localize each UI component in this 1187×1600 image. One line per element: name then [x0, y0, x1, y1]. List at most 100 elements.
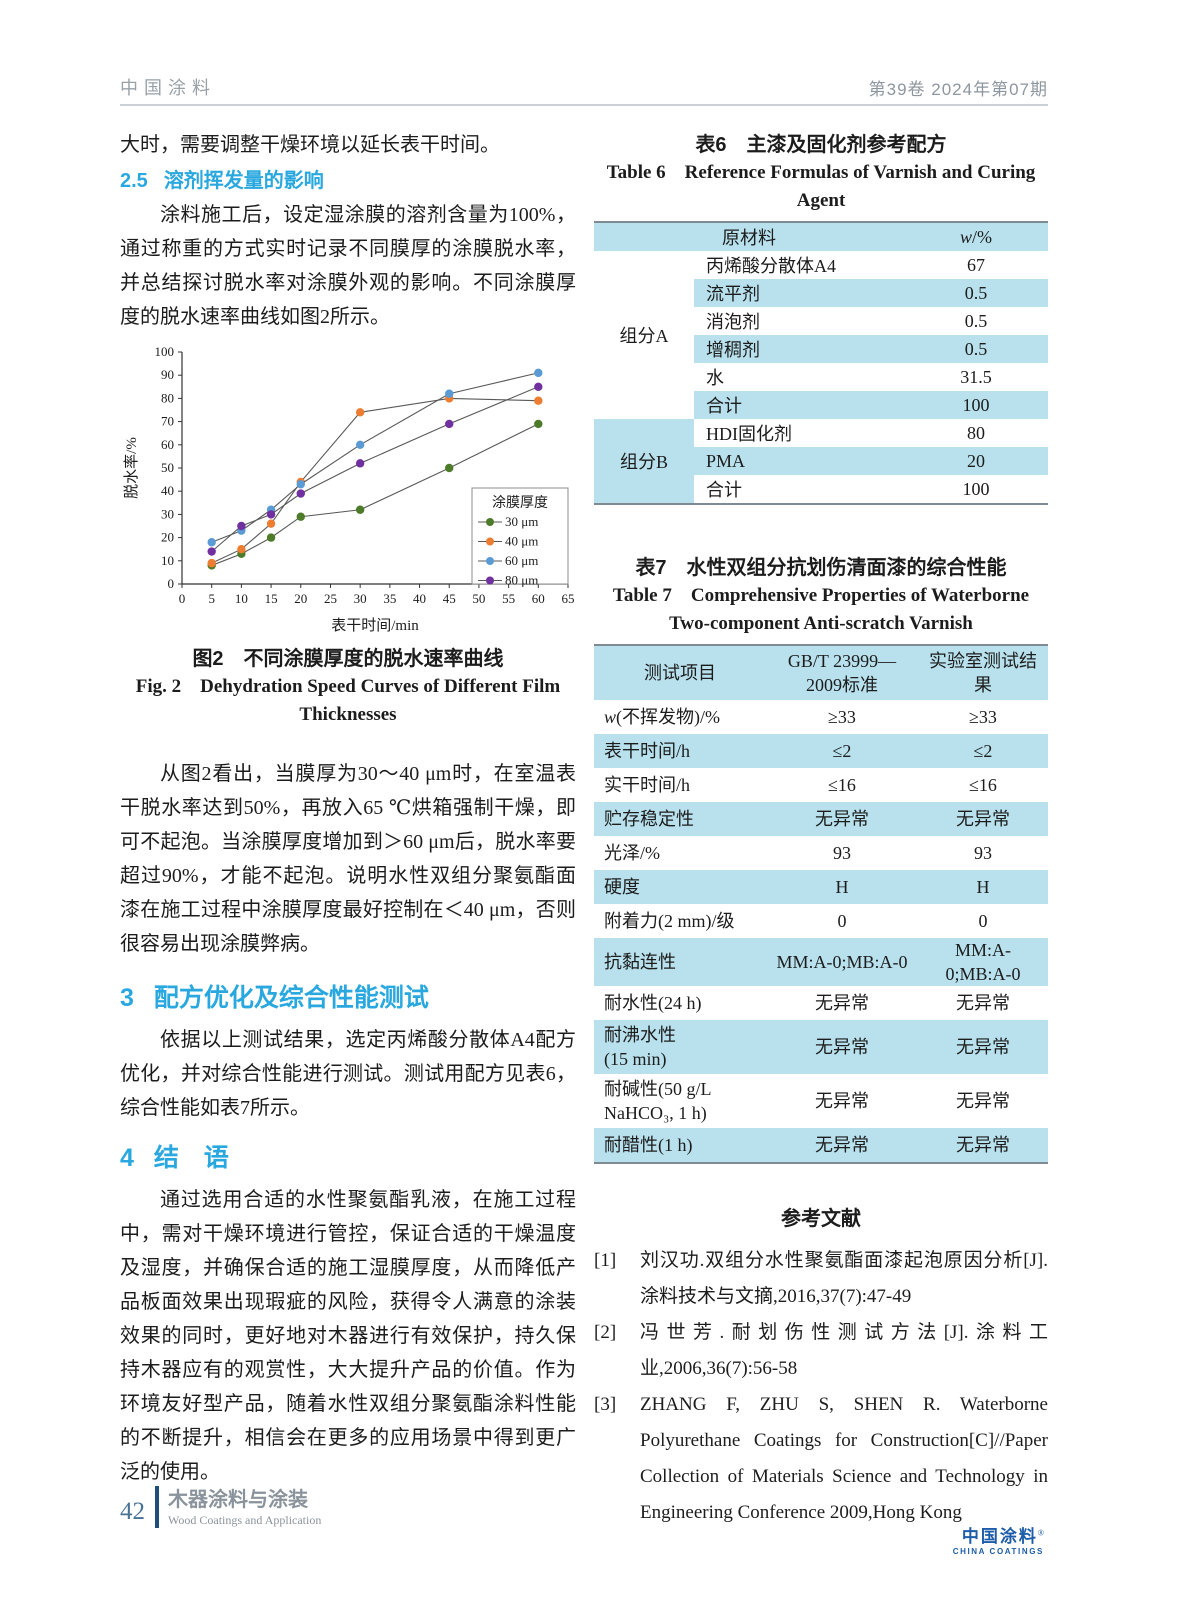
- svg-text:30: 30: [354, 591, 367, 606]
- table-row: 硬度 H H: [594, 870, 1048, 904]
- reference-number: [3]: [594, 1394, 617, 1415]
- table7-standard-cell: 无异常: [815, 1091, 869, 1111]
- reference-item: [3] ZHANG F, ZHU S, SHEN R. Waterborne Po…: [594, 1387, 1048, 1531]
- svg-text:60: 60: [532, 591, 545, 606]
- table7-item-cell: 抗黏连性: [604, 952, 676, 972]
- table-row: 表干时间/h ≤2 ≤2: [594, 734, 1048, 768]
- references-heading: 参考文献: [781, 1208, 861, 1230]
- section-number: 4: [120, 1144, 134, 1172]
- table6-material-cell: 合计: [706, 396, 742, 416]
- legend-entry: 40 μm: [505, 534, 538, 549]
- table7-item-cell: w(不挥发物)/%: [604, 707, 720, 727]
- page-number: 42: [120, 1498, 145, 1525]
- y-axis-label: 脱水率/%: [123, 437, 140, 499]
- svg-text:20: 20: [161, 530, 174, 545]
- table-row: w(不挥发物)/% ≥33 ≥33: [594, 700, 1048, 734]
- table-row: 光泽/% 93 93: [594, 836, 1048, 870]
- table-row: 组分B HDI固化剂 80: [594, 419, 1048, 504]
- legend-entry: 30 μm: [505, 514, 538, 529]
- references-list: [1] 刘汉功.双组分水性聚氨酯面漆起泡原因分析[J].涂料技术与文摘,2016,…: [594, 1243, 1048, 1531]
- table7-header-result: 实验室测试结果: [929, 651, 1037, 695]
- table7-standard-cell: 无异常: [815, 1037, 869, 1057]
- page-header: 中国涂料 第39卷 2024年第07期: [120, 74, 1048, 100]
- svg-text:80: 80: [161, 390, 174, 405]
- svg-text:20: 20: [294, 591, 307, 606]
- section-4-heading: 4 结 语: [120, 1141, 576, 1175]
- legend-title: 涂膜厚度: [492, 495, 548, 511]
- table6-value-cell: 0.5: [964, 310, 988, 331]
- table7-result-cell: 无异常: [956, 1135, 1010, 1155]
- table7-result-cell: 无异常: [956, 809, 1010, 829]
- logo-name-en: CHINA COATINGS: [952, 1547, 1044, 1557]
- table6-material-cell: 水: [706, 368, 724, 388]
- svg-text:30: 30: [161, 506, 174, 521]
- svg-text:5: 5: [208, 591, 215, 606]
- header-rule: [120, 104, 1048, 106]
- series-80μm: [207, 382, 543, 556]
- table-row: 抗黏连性 MM:A-0;MB:A-0 MM:A-0;MB:A-0: [594, 938, 1048, 986]
- section-number: 2.5: [120, 170, 148, 192]
- table6-header-material: 原材料: [722, 228, 776, 248]
- table6-material-cell: PMA: [706, 450, 746, 471]
- reference-text: 刘汉功.双组分水性聚氨酯面漆起泡原因分析[J].涂料技术与文摘,2016,37(…: [640, 1250, 1048, 1307]
- spacer: [594, 505, 1048, 551]
- table6-material-cell: HDI固化剂: [706, 424, 792, 444]
- table-row: 耐沸水性 (15 min) 无异常 无异常: [594, 1020, 1048, 1074]
- table7-result-cell: ≤2: [973, 741, 993, 761]
- table6-material-cell: 合计: [706, 480, 742, 500]
- table7-title-en: Table 7 Comprehensive Properties of Wate…: [594, 582, 1048, 638]
- svg-text:45: 45: [443, 591, 456, 606]
- table7-item-cell: 耐沸水性 (15 min): [604, 1025, 676, 1069]
- paragraph-conclusion: 通过选用合适的水性聚氨酯乳液，在施工过程中，需对干燥环境进行管控，保证合适的干燥…: [120, 1189, 576, 1483]
- svg-text:50: 50: [161, 460, 174, 475]
- table7-item-cell: 表干时间/h: [604, 741, 691, 761]
- svg-text:0: 0: [179, 591, 186, 606]
- table7-standard-cell: 93: [833, 843, 851, 863]
- section-title: 溶剂挥发量的影响: [163, 170, 324, 192]
- journal-name: 中国涂料: [120, 78, 216, 98]
- reference-text: ZHANG F, ZHU S, SHEN R. Waterborne Polyu…: [640, 1394, 1048, 1523]
- table7-result-cell: 无异常: [956, 1037, 1010, 1057]
- footer-titles: 木器涂料与涂装 Wood Coatings and Application: [168, 1488, 321, 1528]
- svg-text:10: 10: [161, 553, 174, 568]
- line-chart-svg: 0 5 10 15 20 25 30 35 40 45 50 55 60 65 0 10 20 30 40 50 60 7…: [123, 344, 575, 634]
- table-row: 耐醋性(1 h) 无异常 无异常: [594, 1128, 1048, 1163]
- table7-title-en-line2: Two-component Anti-scratch Varnish: [669, 613, 973, 634]
- paragraph-formula: 依据以上测试结果，选定丙烯酸分散体A4配方优化，并对综合性能进行测试。测试用配方…: [120, 1029, 576, 1119]
- paragraph-intro: 大时，需要调整干燥环境以延长表干时间。: [120, 134, 500, 156]
- table-row: 贮存稳定性 无异常 无异常: [594, 802, 1048, 836]
- svg-text:55: 55: [502, 591, 515, 606]
- footer-divider-bar: [155, 1486, 159, 1528]
- reference-number: [1]: [594, 1250, 617, 1271]
- table7-standard-cell: ≥33: [828, 707, 856, 727]
- tick-labels: 0 5 10 15 20 25 30 35 40 45 50 55 60 65 0 10 20 30 40 50 60 7…: [155, 344, 575, 606]
- svg-text:15: 15: [265, 591, 278, 606]
- legend: 涂膜厚度 30 μm 40 μm 60 μm 80 μm: [471, 487, 569, 588]
- table7-result-cell: H: [976, 877, 990, 897]
- table6-title-cn: 表6 主漆及固化剂参考配方: [695, 134, 947, 156]
- table7-title-en-line1: Table 7 Comprehensive Properties of Wate…: [612, 585, 1030, 606]
- table7-title-cn: 表7 水性双组分抗划伤清面漆的综合性能: [635, 557, 1007, 579]
- table6-header-weight: w/%: [959, 226, 992, 247]
- table6-material-cell: 增稠剂: [706, 340, 760, 360]
- table7-item-cell: 贮存稳定性: [604, 809, 694, 829]
- svg-text:100: 100: [155, 344, 175, 359]
- table6-value-cell: 0.5: [964, 282, 988, 303]
- logo-line-cn: 中国涂料®: [594, 1527, 1044, 1547]
- issue-info: 第39卷 2024年第07期: [868, 80, 1048, 99]
- table6-title-en: Table 6 Reference Formulas of Varnish an…: [606, 162, 1036, 211]
- table-row: 附着力(2 mm)/级 0 0: [594, 904, 1048, 938]
- table7-standard-cell: H: [835, 877, 849, 897]
- table7-item-cell: 实干时间/h: [604, 775, 691, 795]
- footer-column-en: Wood Coatings and Application: [168, 1513, 322, 1527]
- svg-text:0: 0: [168, 576, 175, 591]
- registered-mark-icon: ®: [1037, 1528, 1044, 1538]
- table7-item-cell: 耐醋性(1 h): [604, 1135, 693, 1155]
- table6-value-cell: 100: [962, 394, 990, 415]
- table-row: 水 31.5: [594, 363, 1048, 391]
- table7-result-cell: ≥33: [969, 707, 997, 727]
- x-axis-label: 表干时间/min: [331, 617, 419, 634]
- table7-result-cell: 无异常: [956, 1091, 1010, 1111]
- table7-item-cell: 耐碱性(50 g/L NaHCO₃, 1 h): [604, 1079, 712, 1123]
- svg-text:70: 70: [161, 414, 174, 429]
